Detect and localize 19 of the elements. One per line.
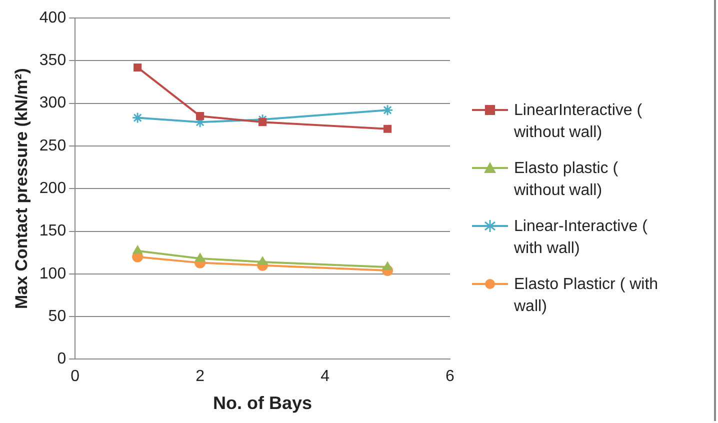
y-tick-label: 150 [39, 222, 66, 240]
legend-label: LinearInteractive ( without wall) [514, 101, 644, 143]
legend-label: Linear-Interactive ( with wall) [514, 217, 648, 259]
legend-label: Elasto Plasticr ( with wall) [514, 275, 660, 317]
y-tick-label: 0 [57, 350, 66, 368]
y-tick-label: 350 [39, 52, 66, 70]
y-axis-title: Max Contact pressure (kN/m²) [12, 68, 31, 310]
x-tick-label: 2 [196, 368, 205, 386]
y-tick-label: 200 [39, 180, 66, 198]
y-tick-label: 300 [39, 94, 66, 112]
y-tick-label: 100 [39, 265, 66, 282]
x-tick-label: 0 [70, 368, 80, 386]
y-tick-label: 250 [39, 137, 66, 154]
legend-label: Elasto plastic ( without wall) [514, 159, 620, 201]
y-tick-label: 400 [39, 9, 66, 26]
x-tick-label: 6 [446, 368, 455, 386]
x-tick-label: 4 [320, 368, 330, 386]
x-axis-title: No. of Bays [213, 393, 312, 414]
y-tick-label: 50 [48, 308, 66, 325]
